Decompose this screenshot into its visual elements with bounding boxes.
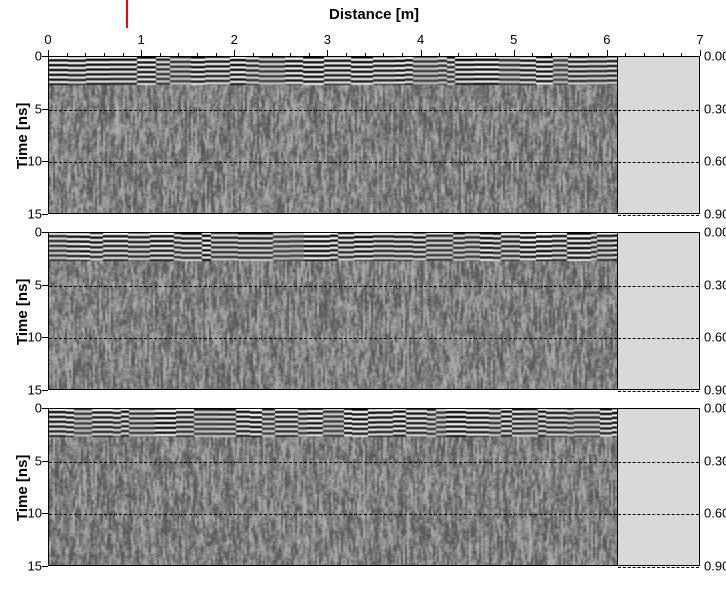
depth-gridline — [49, 110, 617, 111]
y-left-tick-label: 0 — [35, 49, 42, 64]
y-left-tick-label: 10 — [28, 154, 42, 169]
panel-extension — [618, 408, 700, 566]
depth-gridline — [618, 338, 699, 339]
y-right-tick-label: 0.60 — [704, 506, 726, 521]
y-right-tick-label: 0.00 — [704, 49, 726, 64]
depth-gridline — [618, 162, 699, 163]
radargram-canvas — [49, 57, 618, 214]
y-left-tick-label: 15 — [28, 207, 42, 222]
y-left-tick-label: 10 — [28, 330, 42, 345]
depth-gridline — [49, 338, 617, 339]
depth-gridline — [49, 286, 617, 287]
y-right-tick-label: 0.00 — [704, 225, 726, 240]
y-left-tick-label: 15 — [28, 559, 42, 574]
depth-gridline — [49, 514, 617, 515]
y-right-tick-label: 0.60 — [704, 154, 726, 169]
depth-gridline — [618, 286, 699, 287]
y-right-tick-label: 0.30 — [704, 101, 726, 116]
y-left-tick-label: 0 — [35, 401, 42, 416]
depth-gridline — [49, 462, 617, 463]
depth-gridline — [618, 110, 699, 111]
x-tick-label: 4 — [417, 32, 424, 47]
radargram-canvas — [49, 233, 618, 390]
x-axis-label: Distance [m] — [329, 6, 419, 23]
panel-extension — [618, 56, 700, 214]
x-tick-label: 5 — [510, 32, 517, 47]
y-left-tick-mark — [42, 232, 48, 233]
y-left-tick-mark — [42, 285, 48, 286]
depth-gridline — [618, 215, 699, 216]
y-left-tick-label: 5 — [35, 277, 42, 292]
y-left-tick-mark — [42, 214, 48, 215]
y-left-tick-label: 10 — [28, 506, 42, 521]
y-right-tick-label: 0.90 — [704, 559, 726, 574]
y-left-tick-mark — [42, 566, 48, 567]
y-left-tick-label: 15 — [28, 383, 42, 398]
x-tick-label: 6 — [603, 32, 610, 47]
radargram-panel — [48, 408, 618, 566]
y-right-tick-label: 0.90 — [704, 383, 726, 398]
x-tick-label: 3 — [324, 32, 331, 47]
y-left-tick-mark — [42, 461, 48, 462]
y-left-tick-label: 5 — [35, 453, 42, 468]
y-left-tick-mark — [42, 513, 48, 514]
position-marker — [126, 0, 128, 28]
depth-gridline — [618, 391, 699, 392]
y-right-tick-label: 0.90 — [704, 207, 726, 222]
x-tick-label: 2 — [231, 32, 238, 47]
y-right-tick-label: 0.30 — [704, 277, 726, 292]
depth-gridline — [49, 162, 617, 163]
x-tick-mark — [700, 50, 701, 56]
depth-gridline — [618, 514, 699, 515]
y-left-tick-mark — [42, 161, 48, 162]
y-right-tick-label: 0.60 — [704, 330, 726, 345]
y-left-tick-mark — [42, 408, 48, 409]
y-right-tick-label: 0.30 — [704, 453, 726, 468]
y-left-tick-label: 0 — [35, 225, 42, 240]
y-left-tick-mark — [42, 109, 48, 110]
x-tick-label: 7 — [696, 32, 703, 47]
x-tick-label: 0 — [44, 32, 51, 47]
radargram-panel — [48, 232, 618, 390]
depth-gridline — [618, 462, 699, 463]
radargram-panel — [48, 56, 618, 214]
x-tick-label: 1 — [138, 32, 145, 47]
y-left-tick-label: 5 — [35, 101, 42, 116]
depth-gridline — [618, 567, 699, 568]
y-left-tick-mark — [42, 56, 48, 57]
y-right-tick-label: 0.00 — [704, 401, 726, 416]
radargram-figure: Distance [m]01234567Time [ns]0510150.000… — [0, 0, 726, 607]
radargram-canvas — [49, 409, 618, 566]
y-left-tick-mark — [42, 390, 48, 391]
panel-extension — [618, 232, 700, 390]
y-left-tick-mark — [42, 337, 48, 338]
